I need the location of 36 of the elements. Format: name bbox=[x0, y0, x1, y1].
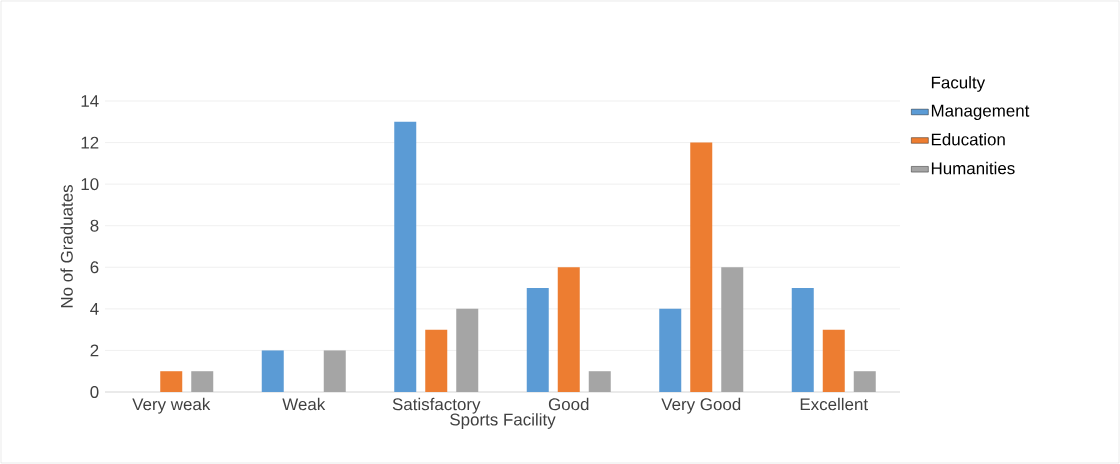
bar bbox=[425, 329, 448, 392]
bar bbox=[690, 142, 713, 392]
bar bbox=[526, 288, 549, 392]
x-tick-label: Good bbox=[548, 397, 589, 411]
bar bbox=[557, 267, 580, 392]
bar bbox=[456, 308, 479, 392]
bar bbox=[588, 371, 611, 392]
bar bbox=[659, 308, 682, 392]
y-tick-label: 6 bbox=[90, 261, 99, 274]
x-tick-label: Weak bbox=[282, 397, 326, 411]
y-tick-label: 10 bbox=[81, 178, 99, 191]
bar bbox=[261, 350, 284, 392]
bar bbox=[191, 371, 214, 392]
x-tick-label: Very Good bbox=[661, 397, 741, 414]
legend-label: Education bbox=[931, 133, 1005, 146]
y-tick-label: 2 bbox=[90, 344, 99, 357]
legend-title: Faculty bbox=[931, 76, 986, 92]
legend-label: Humanities bbox=[931, 161, 1015, 175]
bar bbox=[791, 288, 814, 392]
bar bbox=[160, 371, 183, 392]
y-tick-label: 4 bbox=[90, 303, 99, 315]
y-tick-label: 14 bbox=[81, 95, 99, 107]
x-tick-label: Excellent bbox=[800, 397, 868, 411]
x-axis-title: Sports Facility bbox=[450, 413, 556, 429]
legend-label: Management bbox=[931, 104, 1030, 121]
bar bbox=[822, 329, 845, 392]
y-tick-label: 12 bbox=[81, 136, 99, 149]
y-axis-title: No of Graduates bbox=[60, 185, 73, 308]
x-tick-label: Very weak bbox=[132, 397, 211, 414]
y-tick-label: 8 bbox=[90, 219, 99, 232]
bar bbox=[394, 121, 417, 392]
bar bbox=[721, 267, 744, 392]
bar bbox=[853, 371, 876, 392]
y-tick-label: 0 bbox=[90, 386, 99, 398]
x-tick-label: Satisfactory bbox=[392, 397, 481, 414]
bar bbox=[323, 350, 346, 392]
